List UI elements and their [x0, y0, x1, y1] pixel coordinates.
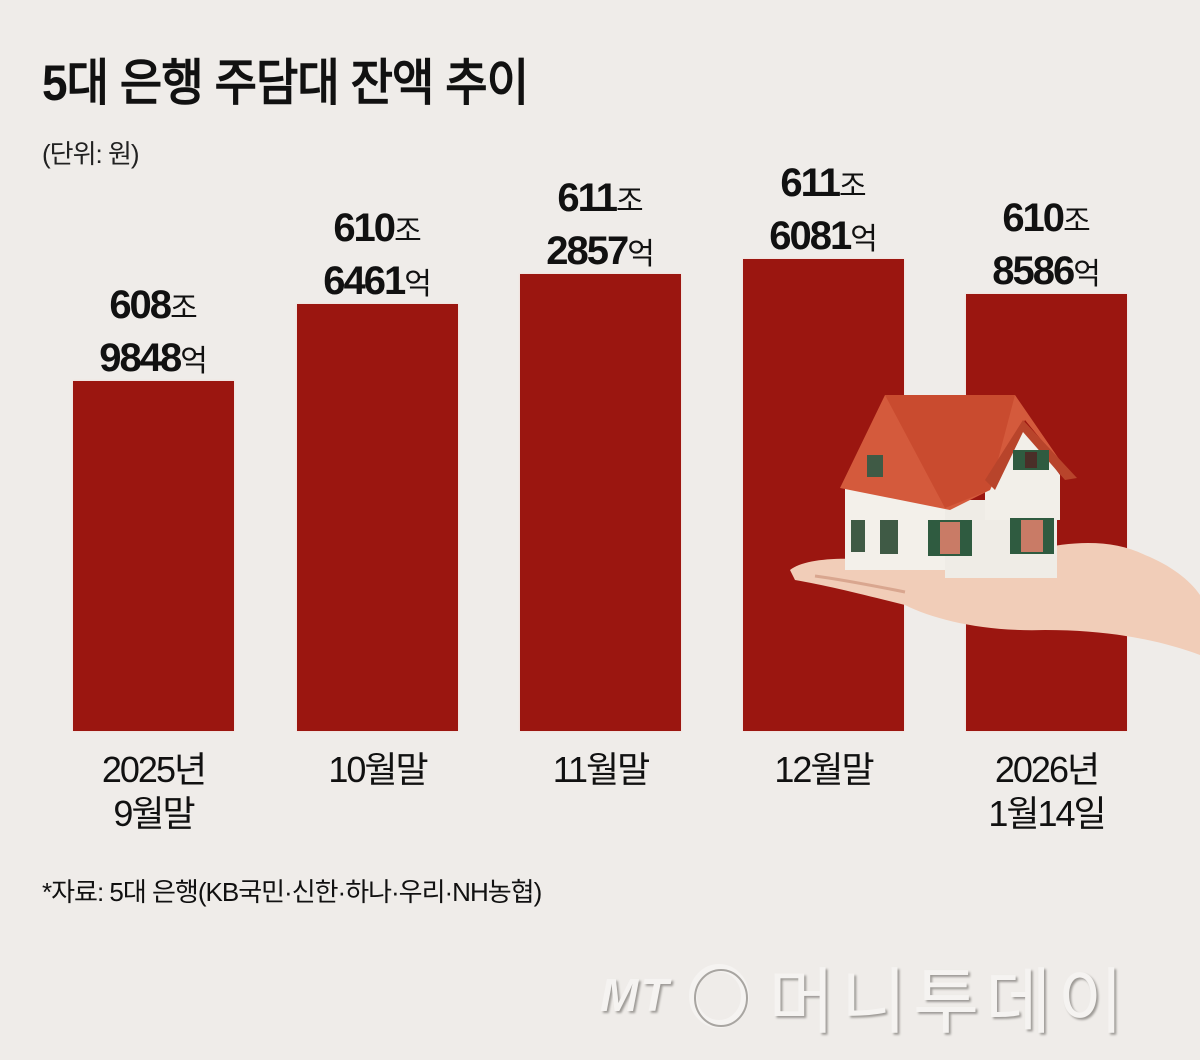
trillion-value: 610	[1002, 196, 1065, 240]
trillion-value: 610	[333, 206, 396, 250]
mt-swoosh-icon	[689, 964, 750, 1028]
category-label: 10월말	[278, 748, 478, 792]
trillion-suffix: 조	[838, 170, 867, 203]
hundred-million-suffix: 억	[404, 268, 432, 301]
trillion-value: 608	[109, 283, 172, 327]
trillion-value: 611	[557, 176, 618, 220]
chart-title: 5대 은행 주담대 잔액 추이	[42, 55, 529, 111]
category-label: 12월말	[724, 748, 924, 792]
category-line-1: 12월말	[774, 749, 874, 790]
logo-mt-text: MT	[600, 969, 671, 1021]
bar-value-label: 611조 6081억	[724, 161, 924, 267]
hundred-million-value: 2857	[546, 229, 629, 273]
category-line-1: 10월말	[328, 749, 428, 790]
category-line-1: 2025년	[101, 749, 207, 790]
hundred-million-suffix: 억	[850, 223, 878, 256]
trillion-suffix: 조	[170, 292, 198, 325]
category-line-1: 11월말	[552, 749, 651, 790]
hundred-million-suffix: 억	[180, 345, 208, 378]
bar	[297, 304, 458, 731]
trillion-suffix: 조	[1063, 205, 1091, 238]
category-label: 2025년 9월말	[54, 748, 254, 836]
hundred-million-value: 8586	[992, 249, 1075, 293]
house-in-hand-icon	[790, 395, 1200, 655]
category-line-2: 1월14일	[988, 793, 1106, 834]
bar-value-label: 611조 2857억	[501, 176, 701, 282]
bar-value-label: 608조 9848억	[54, 283, 254, 389]
hundred-million-suffix: 억	[1073, 258, 1101, 291]
bar-value-label: 610조 8586억	[947, 196, 1147, 302]
hundred-million-value: 9848	[99, 336, 182, 380]
category-label: 2026년 1월14일	[947, 748, 1147, 836]
logo-name-text: 머니투데이	[768, 962, 1130, 1043]
money-today-logo: MT 머니투데이	[600, 950, 1180, 1043]
bar-value-label: 610조 6461억	[278, 206, 478, 312]
category-label: 11월말	[501, 748, 701, 792]
hundred-million-value: 6081	[769, 214, 852, 258]
category-line-1: 2026년	[994, 749, 1100, 790]
hundred-million-value: 6461	[323, 259, 406, 303]
category-line-2: 9월말	[113, 793, 195, 834]
bar	[73, 381, 234, 731]
bar	[520, 274, 681, 731]
trillion-value: 611	[780, 161, 841, 205]
hundred-million-suffix: 억	[627, 238, 655, 271]
unit-label: (단위: 원)	[42, 139, 140, 169]
trillion-suffix: 조	[394, 215, 422, 248]
source-note: *자료: 5대 은행(KB국민·신한·하나·우리·NH농협)	[42, 877, 542, 907]
trillion-suffix: 조	[615, 185, 644, 218]
